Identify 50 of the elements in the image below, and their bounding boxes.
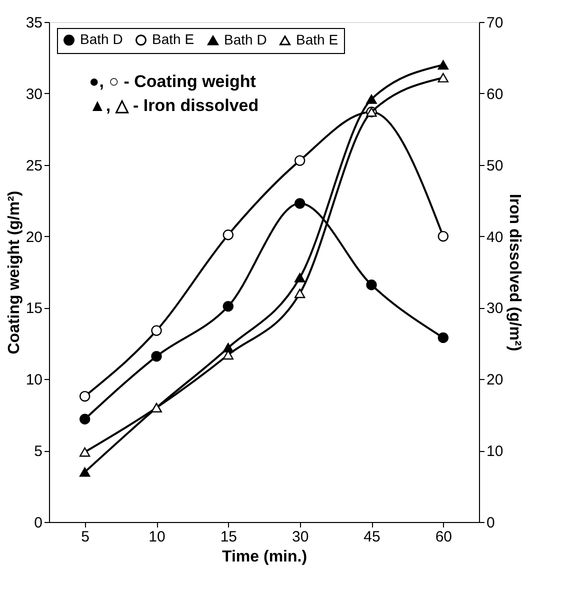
x-tick-label: 60: [435, 528, 452, 546]
point: [79, 414, 90, 424]
point: [294, 288, 306, 298]
y2-tick-label: 60: [486, 86, 504, 103]
y-tick-label: 15: [26, 300, 42, 318]
legend-label: Bath E: [296, 31, 338, 48]
point: [366, 94, 377, 104]
annotation: ▲, △ - Iron dissolved: [89, 96, 259, 115]
legend-label: Bath D: [80, 31, 123, 48]
legend-label: Bath E: [152, 31, 194, 48]
point: [294, 198, 306, 209]
point: [151, 325, 162, 336]
point: [222, 230, 234, 240]
x-tick-label: 10: [148, 528, 166, 546]
point: [366, 280, 377, 290]
y2-tick-label: 70: [486, 14, 504, 32]
y2-tick-label: 50: [486, 157, 504, 174]
point: [294, 273, 306, 282]
legend-label: Bath D: [224, 31, 267, 48]
point: [79, 390, 90, 402]
y-tick-label: 30: [26, 86, 42, 103]
y2-tick-label: 30: [486, 300, 504, 318]
annotation: ●, ○ - Coating weight: [89, 72, 256, 91]
y-axis-title: Coating weight (g/m²): [6, 190, 23, 354]
y-tick-label: 10: [26, 372, 42, 389]
y2-tick-label: 40: [486, 228, 504, 246]
y-tick-label: 25: [26, 157, 42, 174]
y2-axis-title: Iron dissolved (g/m²): [506, 194, 524, 352]
y2-tick-label: 0: [486, 514, 495, 532]
x-tick-label: 5: [81, 528, 90, 546]
y-tick-label: 0: [34, 514, 42, 532]
point: [294, 155, 306, 166]
point: [438, 332, 449, 344]
point: [438, 60, 449, 70]
x-tick-label: 30: [292, 528, 309, 546]
point: [79, 447, 90, 457]
y-tick-label: 5: [34, 443, 42, 460]
point: [222, 343, 234, 352]
y2-tick-label: 20: [486, 372, 504, 389]
x-axis-title: Time (min.): [222, 548, 308, 566]
point: [222, 300, 234, 312]
y-tick-label: 20: [26, 228, 42, 246]
x-tick-label: 15: [220, 528, 238, 546]
point: [438, 230, 449, 242]
point: [151, 350, 162, 362]
y-tick-label: 35: [26, 14, 42, 32]
y2-tick-label: 10: [486, 443, 504, 460]
point: [79, 467, 90, 477]
x-tick-label: 45: [364, 528, 380, 546]
point: [438, 73, 449, 82]
